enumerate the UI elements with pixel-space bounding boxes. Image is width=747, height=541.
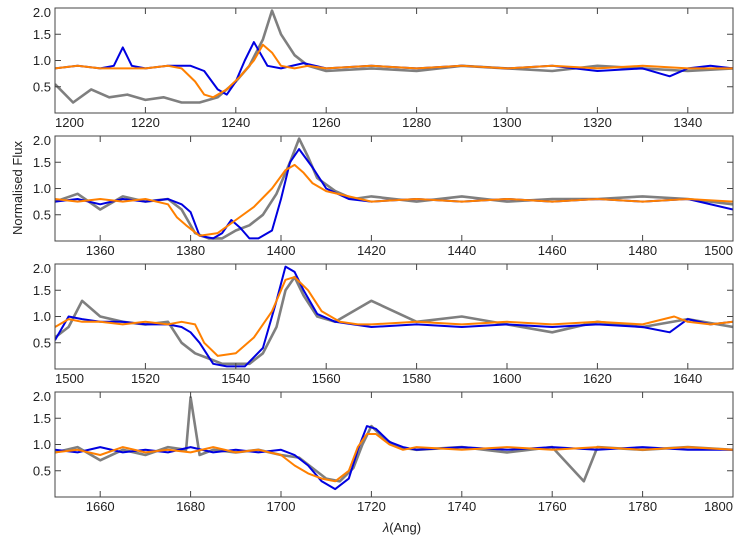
x-tick-label: 1320 [583,115,612,130]
series-model-orange [55,433,733,483]
spectrum-panel-2: 1360 1380 1400 1420 1440 1460 1480 1500 0.5 1.0 1.… [33,133,734,258]
y-tick-label: 1.5 [33,27,51,42]
x-tick-label: 1500 [55,371,84,386]
y-tick-label: 1.5 [33,283,51,298]
y-tick-label: 0.5 [33,463,51,478]
x-tick-label: 1300 [493,115,522,130]
y-tick-label: 1.5 [33,411,51,426]
x-tick-label: 1280 [402,115,431,130]
y-tick-label: 1.0 [33,309,51,324]
x-tick-label: 1800 [704,499,733,514]
x-axis-title-symbol: λ [382,520,389,535]
y-axis-title: Normalised Flux [10,141,25,235]
spectrum-panel-4: 1660 1680 1700 1720 1740 1760 1780 1800 0.5 1.0 1.… [33,389,734,514]
series-model-orange [55,276,733,357]
x-tick-label: 1480 [628,243,657,258]
x-tick-label: 1580 [402,371,431,386]
x-tick-label: 1560 [312,371,341,386]
x-tick-label: 1400 [267,243,296,258]
series-model-blue [55,148,733,240]
x-tick-label: 1540 [221,371,250,386]
x-tick-label: 1220 [131,115,160,130]
y-tick-label: 2.0 [33,5,51,20]
spectrum-panel-1: 1200 1220 1240 1260 1280 1300 1320 1340 0.5 1.0 1.… [33,5,734,130]
x-tick-label: 1780 [628,499,657,514]
y-tick-label: 2.0 [33,389,51,404]
series-observed [55,275,733,366]
x-tick-label: 1760 [538,499,567,514]
series-observed [55,9,733,104]
x-tick-label: 1380 [176,243,205,258]
x-tick-label: 1520 [131,371,160,386]
series-model-blue [55,425,733,491]
x-tick-label: 1500 [704,243,733,258]
x-tick-label: 1640 [673,371,702,386]
x-tick-label: 1660 [86,499,115,514]
series-model-orange [55,163,733,237]
y-tick-label: 0.5 [33,335,51,350]
x-tick-label: 1620 [583,371,612,386]
x-tick-label: 1440 [447,243,476,258]
x-tick-label: 1460 [538,243,567,258]
y-tick-label: 2.0 [33,261,51,276]
plot-area [55,9,733,104]
y-tick-label: 1.5 [33,155,51,170]
y-tick-label: 1.0 [33,181,51,196]
x-tick-label: 1600 [493,371,522,386]
x-tick-label: 1340 [673,115,702,130]
x-tick-label: 1420 [357,243,386,258]
panel-frame [54,135,734,242]
y-tick-label: 1.0 [33,53,51,68]
series-observed [55,396,733,483]
y-tick-label: 0.5 [33,79,51,94]
x-tick-label: 1200 [55,115,84,130]
plot-area [55,265,733,368]
series-observed [55,137,733,240]
panel-frame [54,263,734,370]
x-tick-label: 1740 [447,499,476,514]
x-tick-label: 1240 [221,115,250,130]
series-model-blue [55,41,733,96]
x-axis-title-unit: (Ang) [389,520,421,535]
series-model-orange [55,43,733,99]
series-model-blue [55,265,733,368]
x-tick-label: 1680 [176,499,205,514]
x-tick-label: 1720 [357,499,386,514]
x-tick-label: 1260 [312,115,341,130]
plot-area [55,396,733,491]
x-axis-title: λ(Ang) [382,520,421,535]
x-tick-label: 1700 [267,499,296,514]
x-tick-label: 1360 [86,243,115,258]
y-tick-label: 1.0 [33,437,51,452]
plot-area [55,137,733,240]
spectrum-panel-3: 1500 1520 1540 1560 1580 1600 1620 1640 0.5 1.0 1.… [33,261,734,386]
y-tick-label: 0.5 [33,207,51,222]
y-tick-label: 2.0 [33,133,51,148]
